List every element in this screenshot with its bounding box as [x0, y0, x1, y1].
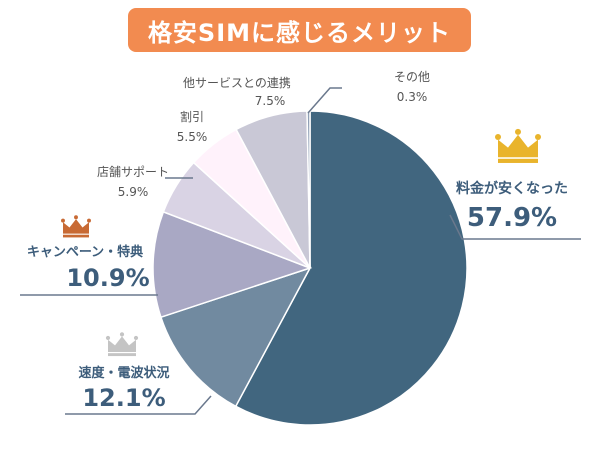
slice-value-store: 5.9%	[118, 185, 149, 199]
silver-crown-icon	[105, 332, 139, 357]
slice-value-main: 57.9%	[467, 203, 557, 233]
slice-label-discount: 割引	[180, 109, 204, 124]
slice-label-linkage: 他サービスとの連携	[183, 75, 291, 90]
slice-label-speed: 速度・電波状況	[78, 365, 169, 381]
pie-slice-main	[234, 110, 468, 426]
slice-label-campaign: キャンペーン・特典	[27, 244, 143, 260]
slice-value-discount: 5.5%	[177, 130, 208, 144]
leader-line-speed	[65, 395, 212, 415]
slice-value-campaign: 10.9%	[66, 264, 149, 292]
leader-line-main	[449, 214, 581, 240]
slice-label-other: その他	[394, 70, 430, 84]
slice-label-store: 店舗サポート	[97, 165, 169, 179]
pie-slice-campaign	[152, 210, 313, 319]
pie-slice-speed	[159, 266, 312, 408]
slice-value-other: 0.3%	[397, 90, 428, 104]
slice-value-speed: 12.1%	[82, 384, 165, 412]
slice-value-linkage: 7.5%	[255, 94, 286, 108]
gold-crown-icon	[495, 128, 541, 163]
bronze-crown-icon	[61, 215, 91, 238]
leader-line-other	[307, 87, 342, 114]
chart-title: 格安SIMに感じるメリット	[128, 8, 471, 52]
slice-label-main: 料金が安くなった	[456, 180, 568, 197]
